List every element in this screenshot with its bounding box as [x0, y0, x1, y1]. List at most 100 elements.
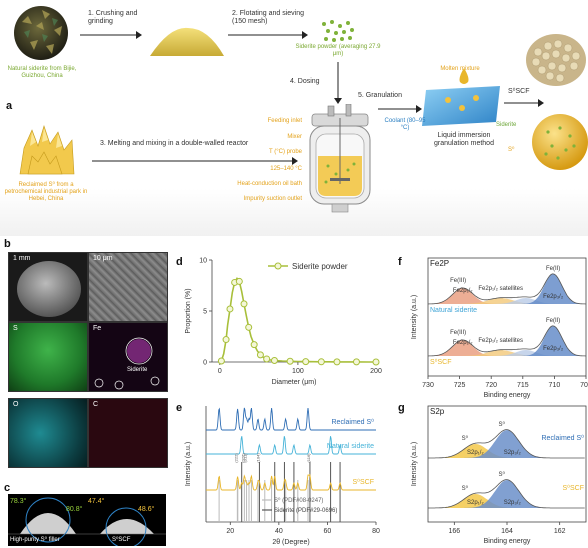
- step1-label: 1. Crushing and grinding: [88, 10, 138, 25]
- d-data-point: [250, 341, 258, 349]
- f-peak-satellites: Fe2p₁/₂ satellites: [478, 286, 523, 292]
- panel-letter-c: c: [4, 482, 11, 494]
- panel-letter-g: g: [398, 402, 405, 414]
- f-peak-fe2p32: Fe2p₃/₂: [543, 346, 564, 352]
- panel-letter-b: b: [4, 238, 11, 250]
- e-peak-label: (222): [233, 453, 238, 463]
- reactor-label-suction-outlet: Impurity suction outlet: [243, 196, 302, 202]
- e-x-tick-label: 20: [226, 528, 234, 535]
- d-data-point: [270, 356, 278, 364]
- d-data-point: [263, 355, 271, 363]
- step5-label: 5. Granulation: [358, 92, 402, 99]
- e-x-axis-label: 2θ (Degree): [272, 539, 309, 546]
- step2-label: 2. Flotating and sieving (150 mesh): [232, 10, 304, 25]
- molten-drop-icon: [459, 68, 469, 84]
- method-label: Liquid immersion granulation method: [434, 132, 494, 147]
- g-peak-s2p12: S2p₁/₂: [467, 450, 484, 456]
- sem-zoom-image: 10 μm: [88, 252, 168, 322]
- eds-label-s: S: [13, 325, 18, 332]
- g-component-fill: [428, 480, 586, 508]
- f-peak-fe3: Fe(III): [450, 278, 466, 284]
- g-x-tick-label: 166: [448, 528, 460, 535]
- d-data-point: [333, 358, 341, 366]
- e-peak-label: (311): [243, 453, 248, 463]
- panel-letter-d: d: [176, 256, 183, 268]
- g-x-tick-label: 162: [554, 528, 566, 535]
- e-x-tick-label: 60: [324, 528, 332, 535]
- e-trace: [206, 436, 376, 455]
- e-legend-ref-sulfur: S⁰ (PDF#08-0247): [274, 497, 323, 504]
- f-title: Fe2P: [430, 259, 449, 268]
- eds-label-fe: Fe: [93, 325, 102, 332]
- product-label: S⁰SCF: [508, 88, 530, 95]
- f-x-tick-label: 720: [485, 382, 497, 389]
- arrow-step5: [378, 105, 422, 113]
- chart-g-s2p: S2p 166 164 162 Binding energy Intensity (a.u…: [411, 405, 587, 545]
- powder-pile-image: [150, 27, 224, 56]
- f-x-tick-label: 715: [517, 382, 529, 389]
- g-envelope: [428, 429, 585, 459]
- f-y-axis-label: Intensity (a.u.): [411, 295, 418, 339]
- panel-letter-e: e: [176, 402, 183, 414]
- d-data-point: [240, 300, 248, 308]
- f-peak-fe2p32: Fe2p₃/₂: [543, 294, 564, 300]
- eds-label-o: O: [13, 401, 19, 408]
- d-x-tick-label: 200: [370, 368, 382, 375]
- d-legend-label: Siderite powder: [292, 262, 348, 271]
- e-x-tick-label: 40: [275, 528, 283, 535]
- g-component-fill: [428, 494, 586, 508]
- pellets-image: [526, 34, 586, 86]
- reactor-label-feeding-inlet: Feeding inlet: [267, 118, 302, 124]
- reactor-label-oil-bath: Heat-conduction oil bath: [237, 181, 302, 187]
- e-y-axis-label: Intensity (a.u.): [185, 442, 192, 486]
- d-x-tick-label: 0: [218, 368, 222, 375]
- coolant-label: Coolant (80–95 °C): [384, 118, 426, 131]
- contact-angle-right-1: 47.4°: [88, 498, 105, 505]
- e-trace-label: S⁰SCF: [353, 478, 374, 486]
- reactor-vessel: [309, 104, 371, 213]
- scale-bar-10um: 10 μm: [93, 255, 113, 262]
- arrow-step2: [228, 31, 308, 39]
- arrow-to-product: [504, 99, 544, 107]
- contact-label-right: S⁰SCF: [112, 537, 131, 543]
- g-peak-s2p32: S2p₃/₂: [504, 450, 522, 456]
- f-peak-fe2: Fe(II): [546, 266, 560, 272]
- f-x-axis-label: Binding energy: [484, 392, 531, 399]
- d-data-point: [372, 358, 380, 366]
- contact-angle-left-2: 80.8°: [66, 506, 83, 513]
- d-y-tick-label: 10: [199, 258, 207, 265]
- f-component-fill: [428, 288, 586, 304]
- f-series-label: S⁰SCF: [430, 358, 451, 366]
- contact-angle-left-1: 78.3°: [10, 498, 27, 505]
- step4-label: 4. Dosing: [290, 78, 320, 85]
- e-legend-ref-siderite: Siderite (PDF#29-0696): [274, 508, 337, 514]
- step3-label: 3. Melting and mixing in a double-walled…: [100, 140, 249, 147]
- d-x-axis-label: Diameter (μm): [272, 379, 317, 386]
- molten-mixture-label: Molten mixture: [440, 66, 480, 72]
- contact-angle-right-2: 48.6°: [138, 506, 155, 513]
- d-data-point: [286, 357, 294, 365]
- eds-map-fe: Fe Siderite: [88, 322, 168, 392]
- e-trace-label: Natural siderite: [327, 443, 374, 450]
- reactor-label-probe: T (°C) probe: [269, 149, 302, 155]
- f-x-tick-label: 710: [549, 382, 561, 389]
- eds-map-c: C: [88, 398, 168, 468]
- panel-letter-f: f: [398, 256, 402, 268]
- arrow-step3: [92, 157, 298, 165]
- f-frame: [427, 257, 587, 377]
- d-data-point: [235, 277, 243, 285]
- g-x-axis-label: Binding energy: [484, 538, 531, 545]
- g-title: S2p: [430, 407, 445, 416]
- scale-bar-1mm: 1 mm: [13, 255, 31, 262]
- g-peak-s0-b: S⁰: [499, 421, 506, 428]
- g-x-tick-label: 164: [501, 528, 513, 535]
- g-peak-s2p12: S2p₁/₂: [467, 500, 484, 506]
- g-component-fill: [428, 430, 586, 458]
- f-series-label: Natural siderite: [430, 307, 477, 314]
- d-data-point: [317, 358, 325, 366]
- g-peak-s0-a: S⁰: [462, 485, 469, 492]
- d-data-point: [256, 351, 264, 359]
- contact-angle-images: 78.3° 80.8° 47.4° 48.6° High-purity S⁰ f…: [8, 494, 166, 546]
- f-envelope: [427, 273, 587, 305]
- e-trace-label: Reclaimed S⁰: [332, 418, 375, 426]
